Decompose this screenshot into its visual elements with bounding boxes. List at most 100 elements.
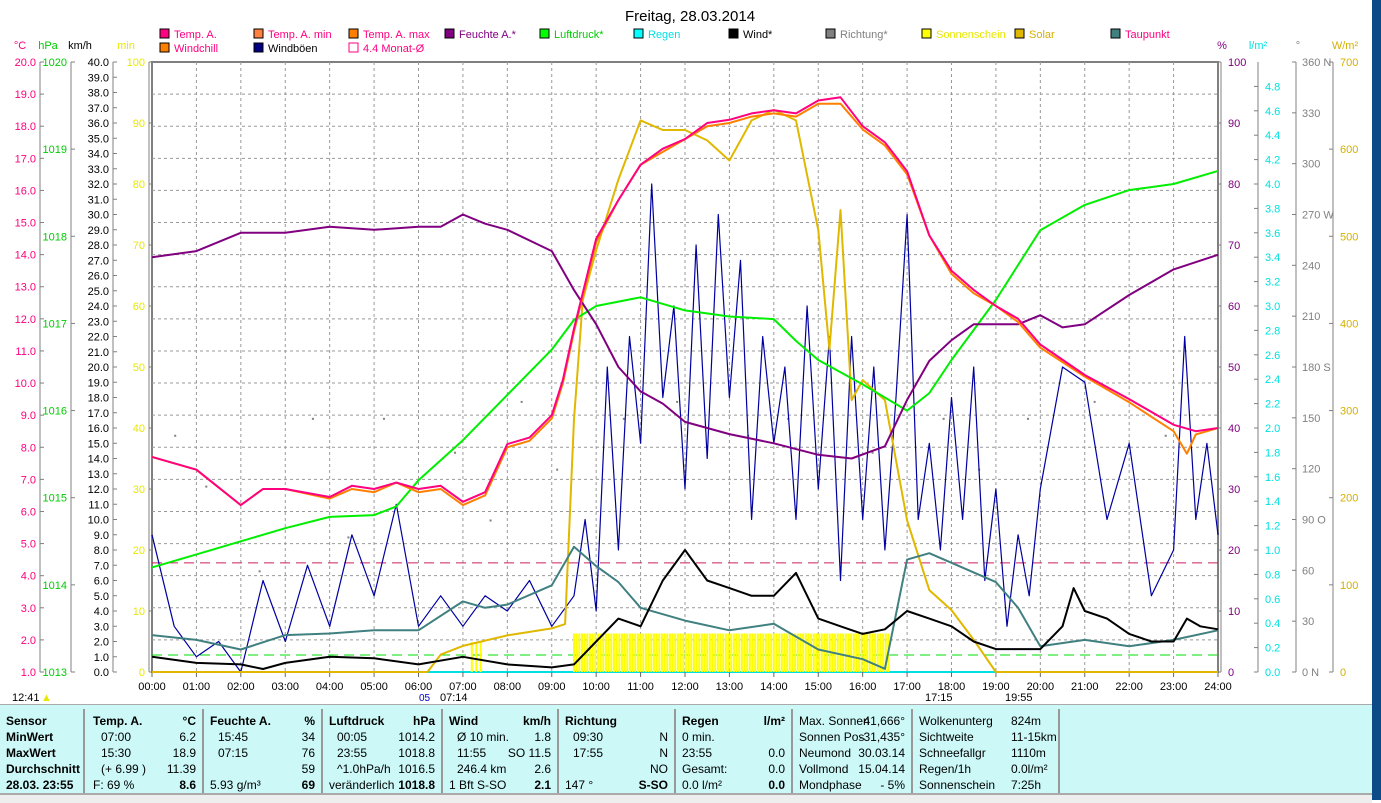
press-unit: hPa — [412, 714, 435, 728]
legend-swatch — [159, 28, 170, 39]
misc-value: 0.0l/m² — [1011, 762, 1048, 776]
temp-value: 11.39 — [166, 762, 196, 776]
wind-tick-label: 23.0 — [88, 316, 109, 328]
sun-tick-label: 10 — [133, 606, 145, 618]
rain-axis-unit: l/m² — [1249, 40, 1268, 52]
legend-swatch — [444, 28, 455, 39]
temp-tick-label: 14.0 — [15, 250, 36, 262]
press-value: 1014.2 — [398, 730, 435, 744]
misc-label: Schneefallgr — [919, 746, 986, 760]
misc-label: Regen/1h — [919, 762, 972, 776]
x-tick-label: 23:00 — [1160, 681, 1188, 693]
rain-tick-label: 0.0 — [1265, 667, 1280, 679]
hum-tick-label: 30 — [1228, 484, 1240, 496]
wind-tick-label: 27.0 — [88, 255, 109, 267]
dir-value: N — [659, 746, 668, 760]
rain-tick-label: 4.2 — [1265, 155, 1280, 167]
x-tick-label: 11:00 — [627, 681, 654, 693]
temp-column: Temp. A. °C 07:00 6.2 15:30 18.9 (+ 6.99 ) 11.3… — [87, 709, 204, 793]
series-temp-a — [151, 96, 1219, 507]
legend-swatch — [825, 28, 836, 39]
direction-point — [1027, 417, 1030, 420]
legend-swatch — [539, 28, 550, 39]
legend-item: Wind* — [728, 28, 773, 41]
wind-tick-label: 4.0 — [94, 606, 109, 618]
wind-value: 1.8 — [534, 730, 551, 744]
direction-point — [205, 485, 208, 488]
dir-tick-label: 120 — [1302, 464, 1320, 476]
dir-tick-label: 240 — [1302, 260, 1320, 272]
x-tick-label: 17:00 — [893, 681, 921, 693]
wind-tick-label: 30.0 — [88, 210, 109, 222]
direction-point — [622, 417, 625, 420]
temp-time: 15:30 — [101, 746, 132, 760]
wind-tick-label: 2.0 — [94, 637, 109, 649]
dir-axis-unit: ° — [1296, 40, 1300, 52]
temp-tick-label: 1.0 — [21, 667, 36, 679]
solar-tick-label: 300 — [1340, 406, 1358, 418]
press-tick-label: 1014 — [43, 580, 67, 592]
series-luftdruck — [151, 169, 1219, 569]
press-tick-label: 1020 — [43, 57, 67, 69]
wind-tick-label: 21.0 — [88, 347, 109, 359]
press-header: Luftdruck — [329, 714, 385, 728]
x-tick-label: 21:00 — [1071, 681, 1099, 693]
wind-tick-label: 28.0 — [88, 240, 109, 252]
wind-value: SO 11.5 — [507, 746, 551, 760]
wind-time: 11:55 — [457, 746, 487, 760]
press-tick-label: 1016 — [43, 406, 67, 418]
hum-tick-label: 70 — [1228, 240, 1240, 252]
rain-unit: l/m² — [763, 714, 785, 728]
rain-time: Gesamt: — [682, 762, 728, 776]
desktop-background — [1372, 0, 1381, 800]
misc-value: 11-15km — [1011, 730, 1057, 744]
wind-tick-label: 15.0 — [88, 438, 109, 450]
marker-moon: 19:55 — [1005, 692, 1033, 704]
x-tick-label: 10:00 — [582, 681, 610, 693]
temp-axis-unit: °C — [14, 40, 26, 52]
press-tick-label: 1019 — [43, 144, 67, 156]
press-column: Luftdruck hPa 00:05 1014.2 23:55 1018.8 ^1.0hP… — [323, 709, 443, 793]
chart-title: Freitag, 28.03.2014 — [625, 8, 755, 25]
sensor-column: Sensor MinWert MaxWert Durchschnitt 28.0… — [0, 709, 85, 793]
temp-tick-label: 12.0 — [15, 314, 36, 326]
temp-time: (+ 6.99 ) — [101, 762, 147, 776]
temp-header: Temp. A. — [93, 714, 143, 728]
dir-value: N — [659, 730, 668, 744]
rain-tick-label: 2.8 — [1265, 325, 1280, 337]
direction-point — [174, 434, 177, 437]
rain-value: 0.0 — [768, 778, 785, 792]
sun-tick-label: 80 — [133, 179, 145, 191]
legend-label: Luftdruck* — [554, 29, 604, 41]
legend-label: Windböen — [268, 43, 318, 55]
sensor-header: Sensor — [6, 714, 47, 728]
hum-axis-unit: % — [1217, 40, 1227, 52]
wind-tick-label: 32.0 — [88, 179, 109, 191]
direction-point — [382, 417, 385, 420]
rain-tick-label: 1.2 — [1265, 521, 1280, 533]
temp-tick-label: 10.0 — [15, 378, 36, 390]
temp-tick-label: 2.0 — [21, 635, 36, 647]
astro-value: 41,666° — [863, 714, 905, 728]
astro-label: Vollmond — [799, 762, 849, 776]
wind-tick-label: 0.0 — [94, 667, 109, 679]
dir-tick-label: 180 S — [1302, 362, 1331, 374]
sensor-label: MaxWert — [6, 746, 56, 760]
x-tick-label: 13:00 — [716, 681, 744, 693]
temp-tick-label: 18.0 — [15, 121, 36, 133]
wind-tick-label: 12.0 — [88, 484, 109, 496]
astro-label: Max. Sonnen — [799, 714, 870, 728]
astro-value: -31,435° — [859, 730, 906, 744]
direction-point — [1164, 434, 1167, 437]
press-time: 00:05 — [337, 730, 368, 744]
wind-tick-label: 1.0 — [94, 652, 109, 664]
wind-value: 2.1 — [534, 778, 551, 792]
hum-value: 69 — [301, 778, 315, 792]
legend-swatch — [253, 28, 264, 39]
legend: Temp. A. Temp. A. min Temp. A. max Feuchte … — [159, 28, 1170, 55]
wind-header: Wind — [449, 714, 479, 728]
x-tick-label: 12:00 — [671, 681, 699, 693]
sensor-label: Durchschnitt — [6, 762, 81, 776]
rain-tick-label: 0.6 — [1265, 594, 1280, 606]
legend-label: Wind* — [743, 29, 773, 41]
